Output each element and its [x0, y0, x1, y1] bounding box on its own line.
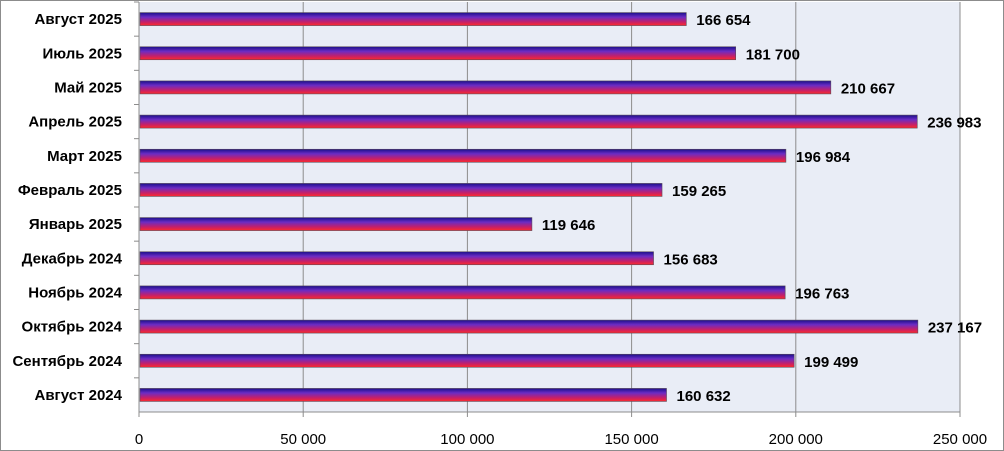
bar [139, 353, 795, 368]
plot-area [139, 2, 960, 412]
value-label: 159 265 [672, 183, 726, 200]
x-tick-label: 250 000 [933, 431, 987, 448]
x-tick-label: 50 000 [280, 431, 326, 448]
bar [139, 388, 667, 402]
bar [139, 183, 663, 197]
category-label: Август 2025 [35, 11, 123, 28]
value-label: 196 763 [795, 285, 849, 302]
bar [139, 319, 919, 334]
category-label: Октябрь 2024 [22, 319, 123, 336]
x-tick-label: 100 000 [440, 431, 494, 448]
value-label: 237 167 [928, 320, 982, 337]
bar [139, 217, 533, 231]
value-label: 196 984 [796, 149, 851, 166]
category-label: Март 2025 [47, 148, 122, 165]
labels: 0 50 000 100 000 150 000 200 000 250 000 Авгус… [12, 11, 987, 448]
bar [139, 80, 832, 95]
value-label: 156 683 [664, 251, 718, 268]
gridlines [134, 1, 961, 417]
category-label: Январь 2025 [29, 216, 122, 233]
value-label: 160 632 [677, 388, 731, 405]
value-label: 166 654 [696, 12, 751, 29]
value-label: 199 499 [804, 354, 858, 371]
category-label: Май 2025 [54, 79, 122, 96]
value-label: 181 700 [746, 46, 800, 63]
bar [139, 251, 654, 266]
bar [139, 12, 687, 26]
bar [139, 46, 737, 61]
category-label: Декабрь 2024 [22, 250, 123, 267]
category-label: Июль 2025 [42, 45, 122, 62]
bar [139, 114, 918, 129]
category-label: Сентябрь 2024 [12, 353, 122, 370]
value-label: 236 983 [927, 115, 981, 132]
x-tick-label: 200 000 [769, 431, 823, 448]
category-label: Февраль 2025 [18, 182, 122, 199]
x-tick-label: 150 000 [604, 431, 658, 448]
bars [139, 12, 919, 402]
category-label: Апрель 2025 [28, 114, 122, 131]
bar [139, 285, 786, 300]
value-label: 119 646 [542, 217, 595, 234]
category-label: Ноябрь 2024 [28, 284, 122, 301]
category-label: Август 2024 [35, 387, 123, 404]
x-tick-label: 0 [135, 431, 143, 448]
bar [139, 148, 787, 163]
value-label: 210 667 [841, 80, 895, 97]
